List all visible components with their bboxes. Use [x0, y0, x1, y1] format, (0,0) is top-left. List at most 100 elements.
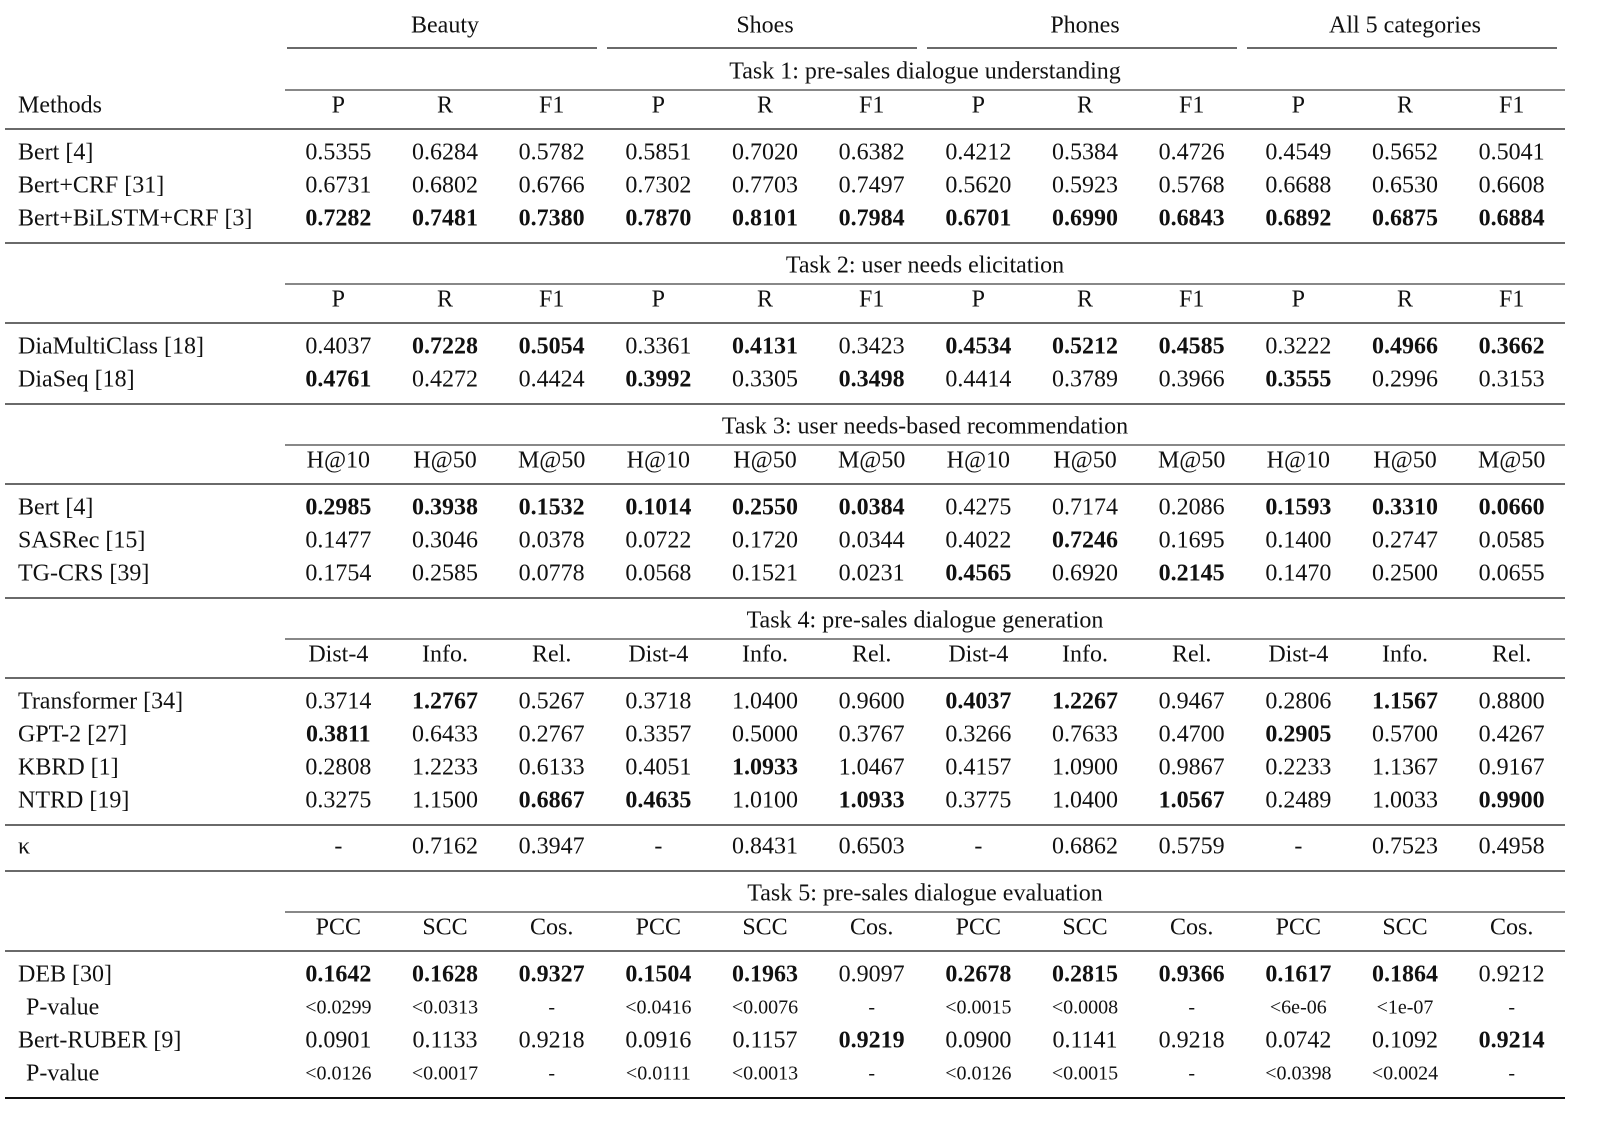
cell-value: 0.6862 — [1052, 834, 1118, 860]
cell-value: 0.4761 — [305, 367, 371, 393]
column-header: F1 — [859, 287, 884, 313]
cell-value: 0.3767 — [839, 722, 905, 748]
method-name: P-value — [26, 1061, 99, 1087]
cell-value: 0.6382 — [839, 140, 905, 166]
column-header: P — [972, 287, 985, 313]
cell-value: 0.4700 — [1159, 722, 1225, 748]
cell-value: 0.3046 — [412, 528, 478, 554]
column-header: R — [1397, 287, 1413, 313]
cell-value: 0.3555 — [1265, 367, 1331, 393]
cell-value: 0.0344 — [839, 528, 905, 554]
cell-value: 0.1141 — [1052, 1028, 1117, 1054]
cell-value: 0.6843 — [1159, 206, 1225, 232]
column-header: R — [437, 287, 453, 313]
cell-value: 0.3938 — [412, 495, 478, 521]
cell-value: 0.2086 — [1159, 495, 1225, 521]
cell-value: 1.2767 — [412, 689, 478, 715]
cell-value: 0.1521 — [732, 561, 798, 587]
cell-value: 0.1157 — [732, 1028, 797, 1054]
column-header: F1 — [1179, 93, 1204, 119]
cell-value: 0.9167 — [1479, 755, 1545, 781]
cell-value: 0.3966 — [1159, 367, 1225, 393]
cell-value: 0.5041 — [1479, 140, 1545, 166]
cell-value: 1.0567 — [1159, 788, 1225, 814]
column-header: H@50 — [1053, 448, 1116, 474]
column-header: PCC — [316, 915, 361, 941]
cell-value: <6e-06 — [1270, 997, 1327, 1019]
cell-value: 0.4272 — [412, 367, 478, 393]
cell-value: 0.0742 — [1265, 1028, 1331, 1054]
cell-value: 0.2145 — [1159, 561, 1225, 587]
cell-value: 0.0660 — [1479, 495, 1545, 521]
cell-value: 0.7020 — [732, 140, 798, 166]
cell-value: 0.7162 — [412, 834, 478, 860]
method-name: Bert [4] — [18, 140, 93, 166]
method-name: NTRD [19] — [18, 788, 129, 814]
method-name: TG-CRS [39] — [18, 561, 149, 587]
section-title: Task 1: pre-sales dialogue understanding — [729, 59, 1121, 85]
cell-value: 0.4131 — [732, 334, 798, 360]
cell-value: 0.6530 — [1372, 173, 1438, 199]
cell-value: 0.0901 — [305, 1028, 371, 1054]
method-name: DEB [30] — [18, 962, 112, 988]
column-header: Cos. — [1170, 915, 1213, 941]
cell-value: 0.6433 — [412, 722, 478, 748]
cell-value: 0.2815 — [1052, 962, 1118, 988]
cell-value: 0.5355 — [305, 140, 371, 166]
cell-value: <1e-07 — [1377, 997, 1434, 1019]
column-header: H@10 — [1267, 448, 1330, 474]
cell-value: 0.1593 — [1265, 495, 1331, 521]
column-header: Info. — [422, 642, 468, 668]
column-header: Rel. — [852, 642, 891, 668]
cell-value: 0.2996 — [1372, 367, 1438, 393]
method-name: Bert+CRF [31] — [18, 173, 164, 199]
cell-value: 0.5000 — [732, 722, 798, 748]
cell-value: 0.1014 — [625, 495, 691, 521]
cell-value: 0.0778 — [519, 561, 585, 587]
cell-value: <0.0008 — [1052, 997, 1118, 1019]
cell-value: - — [1188, 1063, 1195, 1085]
cell-value: 0.4051 — [625, 755, 691, 781]
cell-value: <0.0013 — [732, 1063, 798, 1085]
cell-value: 0.1720 — [732, 528, 798, 554]
cell-value: 0.6133 — [519, 755, 585, 781]
column-header: F1 — [1499, 287, 1524, 313]
cell-value: 0.9467 — [1159, 689, 1225, 715]
cell-value: 1.0400 — [732, 689, 798, 715]
method-name: Bert-RUBER [9] — [18, 1028, 181, 1054]
column-header: M@50 — [1478, 448, 1545, 474]
column-header: R — [757, 287, 773, 313]
cell-value: 0.1963 — [732, 962, 798, 988]
cell-value: 0.7282 — [305, 206, 371, 232]
cell-value: 0.1400 — [1265, 528, 1331, 554]
cell-value: 0.4585 — [1159, 334, 1225, 360]
cell-value: 0.4414 — [945, 367, 1011, 393]
cell-value: - — [654, 834, 662, 860]
cell-value: 0.6884 — [1479, 206, 1545, 232]
column-header: Rel. — [532, 642, 571, 668]
cell-value: 0.7302 — [625, 173, 691, 199]
cell-value: 0.5759 — [1159, 834, 1225, 860]
cell-value: 0.6867 — [519, 788, 585, 814]
cell-value: 0.3992 — [625, 367, 691, 393]
column-header: M@50 — [1158, 448, 1225, 474]
cell-value: 0.6875 — [1372, 206, 1438, 232]
cell-value: 0.0585 — [1479, 528, 1545, 554]
cell-value: 0.6284 — [412, 140, 478, 166]
group-header: Beauty — [411, 13, 479, 39]
cell-value: 0.2806 — [1265, 689, 1331, 715]
cell-value: 0.4549 — [1265, 140, 1331, 166]
cell-value: 0.3361 — [625, 334, 691, 360]
column-header: H@50 — [1373, 448, 1436, 474]
cell-value: 0.4037 — [305, 334, 371, 360]
cell-value: 0.3222 — [1265, 334, 1331, 360]
cell-value: 0.4958 — [1479, 834, 1545, 860]
cell-value: 0.3811 — [306, 722, 371, 748]
cell-value: 0.2808 — [305, 755, 371, 781]
cell-value: 0.3662 — [1479, 334, 1545, 360]
cell-value: - — [1188, 997, 1195, 1019]
cell-value: 0.1470 — [1265, 561, 1331, 587]
cell-value: 0.8431 — [732, 834, 798, 860]
section-title: Task 4: pre-sales dialogue generation — [747, 608, 1104, 634]
column-header: Info. — [1062, 642, 1108, 668]
